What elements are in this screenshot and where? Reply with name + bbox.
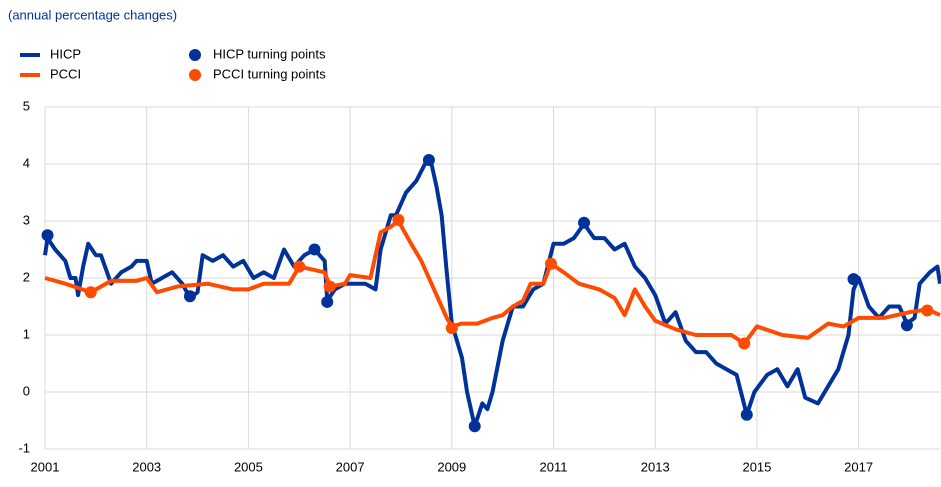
- turning-point: [84, 286, 97, 299]
- turning-point: [921, 304, 934, 317]
- legend-marker: [189, 69, 201, 81]
- plot: [41, 154, 941, 433]
- y-tick-label: 3: [23, 212, 30, 227]
- y-tick-label: 0: [23, 383, 30, 398]
- y-tick-label: 2: [23, 269, 30, 284]
- turning-point: [323, 280, 336, 293]
- legend-label: PCCI turning points: [213, 66, 326, 81]
- x-tick-label: 2001: [31, 459, 60, 474]
- series-line: [44, 219, 941, 346]
- x-tick-label: 2007: [336, 459, 365, 474]
- x-tick-label: 2015: [742, 459, 771, 474]
- legend-label: HICP: [50, 46, 81, 61]
- legend-label: HICP turning points: [213, 46, 326, 61]
- y-tick-label: -1: [18, 440, 30, 455]
- x-tick-label: 2005: [234, 459, 263, 474]
- turning-point: [544, 257, 557, 270]
- turning-point: [41, 229, 54, 242]
- x-tick-label: 2017: [844, 459, 873, 474]
- x-tick-label: 2009: [437, 459, 466, 474]
- turning-point: [321, 295, 334, 308]
- turning-point: [468, 420, 481, 433]
- turning-point: [308, 243, 321, 256]
- turning-point: [293, 260, 306, 273]
- turning-point: [738, 337, 751, 350]
- y-tick-label: 4: [23, 155, 30, 170]
- x-tick-label: 2013: [641, 459, 670, 474]
- turning-point: [445, 322, 458, 335]
- y-tick-label: 5: [23, 98, 30, 113]
- chart-subtitle: (annual percentage changes): [8, 7, 177, 22]
- legend-marker: [189, 49, 201, 61]
- series-line: [43, 159, 941, 429]
- turning-point: [847, 273, 860, 286]
- legend: HICP PCCI HICP turning points PCCI turning …: [20, 46, 326, 81]
- y-tick-label: 1: [23, 326, 30, 341]
- x-tick-label: 2003: [132, 459, 161, 474]
- legend-label: PCCI: [50, 66, 81, 81]
- turning-point: [900, 319, 913, 332]
- turning-point: [392, 213, 405, 226]
- turning-point: [578, 216, 591, 229]
- turning-point: [183, 290, 196, 303]
- x-tick-label: 2011: [540, 459, 568, 474]
- turning-point: [740, 408, 753, 421]
- turning-point: [422, 154, 435, 167]
